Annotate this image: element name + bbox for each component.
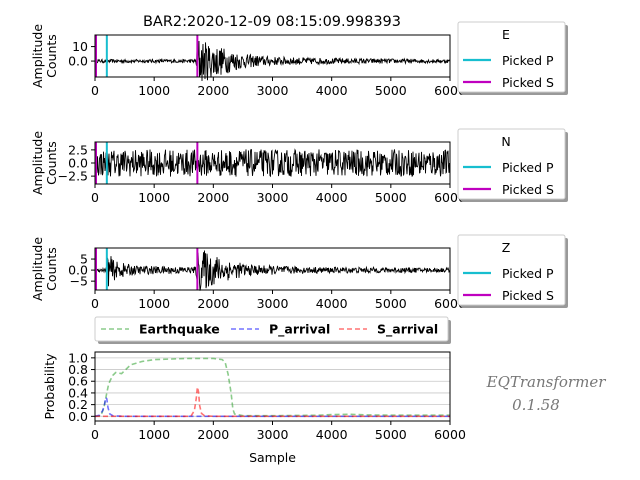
- x-tick-label: 0: [91, 190, 99, 205]
- y-axis-label-line: Amplitude: [30, 24, 45, 88]
- x-tick-label: 2000: [197, 296, 229, 311]
- y-tick-label: 2.5: [68, 142, 88, 157]
- legend-label-p: Picked P: [502, 266, 554, 281]
- x-tick-label: 4000: [316, 427, 348, 442]
- y-tick-label: 0.0: [68, 156, 88, 171]
- y-tick-label: 0.6: [68, 374, 88, 389]
- watermark-version: 0.1.58: [512, 396, 560, 414]
- legend-title: N: [501, 134, 510, 149]
- y-axis-label-line: Amplitude: [30, 237, 45, 301]
- y-tick-label: 1.0: [68, 350, 88, 365]
- y-tick-label: 0.8: [68, 362, 88, 377]
- waveform-E: [94, 40, 451, 82]
- y-axis-label-line: Counts: [44, 34, 59, 78]
- x-tick-label: 1000: [138, 296, 170, 311]
- x-tick-label: 0: [91, 83, 99, 98]
- series-S_arrival: [95, 386, 450, 418]
- legend-label-S_arrival: S_arrival: [377, 322, 438, 338]
- y-axis-label: AmplitudeCounts: [30, 24, 59, 88]
- x-tick-label: 4000: [316, 83, 348, 98]
- legend-box: [457, 128, 566, 200]
- legend-label-p: Picked P: [502, 53, 554, 68]
- waveform-Z: [94, 250, 451, 291]
- legend-title: E: [502, 27, 510, 42]
- probability-panel: 0.00.20.40.60.81.0 0 1000 2000 3000 4000 5000 6…: [42, 316, 466, 465]
- y-axis-label: Probability: [42, 353, 57, 420]
- y-axis-label: AmplitudeCounts: [30, 237, 59, 301]
- x-tick-label: 5000: [375, 190, 407, 205]
- x-tick-label: 4000: [316, 296, 348, 311]
- x-tick-label: 5000: [375, 296, 407, 311]
- x-tick-label: 3000: [257, 296, 289, 311]
- y-tick-label: 0.0: [68, 263, 88, 278]
- x-tick-label: 2000: [197, 190, 229, 205]
- y-axis-label-line: Counts: [44, 141, 59, 185]
- series-P_arrival: [94, 395, 450, 418]
- x-tick-label: 0: [91, 427, 99, 442]
- y-axis-label-line: Amplitude: [30, 131, 45, 195]
- legend-label-s: Picked S: [502, 182, 554, 197]
- legend-title: Z: [502, 240, 511, 255]
- y-axis-label-line: Counts: [44, 247, 59, 291]
- x-tick-label: 1000: [138, 190, 170, 205]
- x-tick-label: 3000: [257, 83, 289, 98]
- waveform-N: [94, 148, 451, 178]
- y-tick-label: 10: [72, 39, 88, 54]
- x-tick-label: 2000: [197, 427, 229, 442]
- y-axis-label: AmplitudeCounts: [30, 131, 59, 195]
- series-Earthquake: [94, 357, 450, 418]
- y-tick-label: 0.0: [68, 54, 88, 69]
- legend-label-s: Picked S: [502, 288, 554, 303]
- legend-box: [94, 316, 449, 342]
- y-tick-label: 0.2: [68, 397, 88, 412]
- y-tick-label: 0.0: [68, 409, 88, 424]
- y-tick-label: 0.4: [68, 385, 88, 400]
- x-tick-label: 3000: [257, 427, 289, 442]
- x-tick-label: 5000: [375, 427, 407, 442]
- x-tick-label: 1000: [138, 427, 170, 442]
- legend-label-P_arrival: P_arrival: [269, 322, 330, 338]
- x-tick-label: 4000: [316, 190, 348, 205]
- x-axis-label: Sample: [249, 450, 296, 465]
- x-tick-label: 0: [91, 296, 99, 311]
- x-tick-label: 3000: [257, 190, 289, 205]
- y-tick-label: 5: [80, 252, 88, 267]
- y-tick-label: −5: [70, 274, 88, 289]
- panel-Z: −50.050 1000 2000 3000 4000 5000 6000Amplitude…: [30, 234, 568, 311]
- legend-box: [457, 234, 566, 306]
- legend-box: [457, 21, 566, 93]
- figure-title: BAR2:2020-12-09 08:15:09.998393: [143, 14, 401, 30]
- x-tick-label: 6000: [434, 427, 466, 442]
- legend-label-s: Picked S: [502, 75, 554, 90]
- watermark-name: EQTransformer: [486, 373, 607, 391]
- x-tick-label: 5000: [375, 83, 407, 98]
- legend-label-Earthquake: Earthquake: [139, 322, 220, 337]
- y-tick-label: −2.5: [58, 169, 88, 184]
- x-tick-label: 2000: [197, 83, 229, 98]
- panel-N: −2.50.02.50 1000 2000 3000 4000 5000 6000Ampli…: [30, 128, 568, 205]
- x-tick-label: 1000: [138, 83, 170, 98]
- legend-label-p: Picked P: [502, 160, 554, 175]
